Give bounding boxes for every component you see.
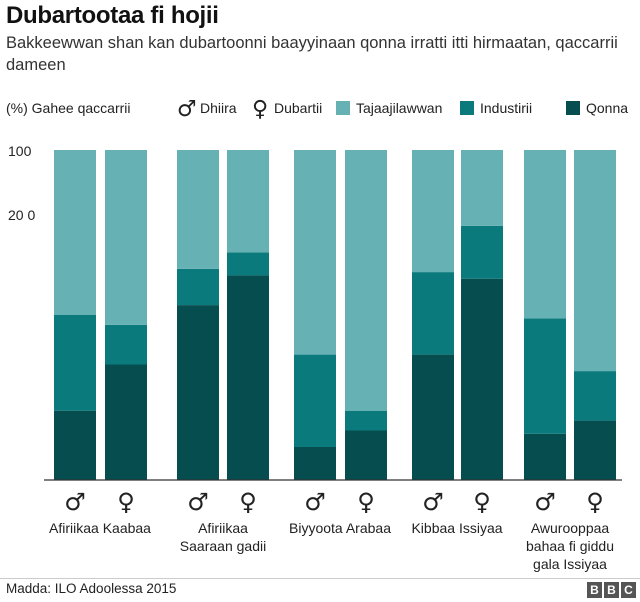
legend-label-tajaajilawwan: Tajaajilawwan	[356, 100, 442, 116]
bar-segment-qonna-female-group2	[345, 430, 387, 480]
bbc-logo-letter: C	[621, 582, 636, 598]
bar-segment-qonna-female-group0	[105, 364, 147, 480]
group-label-line: Saaraan gadii	[180, 538, 266, 554]
legend-label-qonna: Qonna	[586, 100, 628, 116]
legend-male-label: Dhiira	[200, 100, 237, 116]
group-label: Afiriikaa Kaabaa	[49, 520, 151, 536]
female-symbol-icon: ♀	[357, 488, 375, 516]
bar-segment-qonna-male-group2	[294, 447, 336, 480]
bar-segment-tajaajilawwan-male-group3	[412, 150, 454, 273]
bar-segment-qonna-female-group3	[461, 278, 503, 480]
stacked-bar-chart: (%) Gahee qaccarrii ♂ Dhiira ♀ Dubartii …	[6, 97, 628, 572]
group-label: Biyyoota Arabaa	[289, 520, 391, 536]
group-label-line: Awurooppaa	[531, 520, 610, 536]
bar-segment-industirii-female-group3	[461, 225, 503, 279]
bar-segment-tajaajilawwan-female-group1	[227, 150, 269, 253]
male-symbol-icon: ♂	[177, 97, 197, 122]
bar-segment-industirii-female-group1	[227, 252, 269, 276]
legend-label-industirii: Industirii	[480, 100, 532, 116]
legend-swatch-qonna	[566, 101, 580, 115]
bbc-logo: B B C	[587, 582, 636, 598]
source-note: Madda: ILO Adoolessa 2015	[6, 581, 177, 596]
bbc-logo-letter: B	[587, 582, 602, 598]
y-tick-label-20: 20 0	[8, 207, 35, 223]
bbc-logo-letter: B	[604, 582, 619, 598]
male-symbol-icon: ♂	[534, 488, 556, 516]
group-label-line: Afiriikaa	[198, 520, 248, 536]
group-label-line: bahaa fi giddu	[526, 538, 614, 554]
male-symbol-icon: ♂	[187, 488, 209, 516]
bar-segment-qonna-male-group0	[54, 410, 96, 480]
male-symbol-icon: ♂	[64, 488, 86, 516]
x-labels-layer: ♂ ♀ ♂ ♀ ♂ ♀ ♂ ♀ ♂ ♀ Afiriikaa Kaabaa Afiriikaa Saara…	[49, 488, 614, 572]
bar-segment-tajaajilawwan-male-group4	[524, 150, 566, 319]
male-symbol-icon: ♂	[422, 488, 444, 516]
y-tick-label-100: 100	[8, 143, 32, 159]
group-label-line: gala Issiyaa	[533, 556, 607, 572]
bar-segment-industirii-male-group3	[412, 272, 454, 355]
bar-segment-industirii-male-group2	[294, 354, 336, 447]
bar-segment-tajaajilawwan-female-group0	[105, 150, 147, 325]
bar-segment-qonna-female-group4	[574, 420, 616, 480]
female-symbol-icon: ♀	[117, 488, 135, 516]
legend-swatch-tajaajilawwan	[336, 101, 350, 115]
chart-subtitle: Bakkeewwan shan kan dubartoonni baayyina…	[6, 34, 618, 74]
bar-segment-qonna-male-group1	[177, 305, 219, 480]
bars-layer	[54, 150, 616, 480]
bar-segment-qonna-male-group4	[524, 433, 566, 480]
legend-swatch-industirii	[460, 101, 474, 115]
group-label-line: Biyyoota Arabaa	[289, 520, 391, 536]
female-symbol-icon: ♀	[473, 488, 491, 516]
bar-segment-tajaajilawwan-female-group2	[345, 150, 387, 411]
bar-segment-tajaajilawwan-female-group3	[461, 150, 503, 226]
bar-segment-tajaajilawwan-female-group4	[574, 150, 616, 372]
group-label: Afiriikaa Saaraan gadii	[180, 520, 266, 554]
bar-segment-industirii-male-group1	[177, 268, 219, 306]
bar-segment-qonna-female-group1	[227, 275, 269, 480]
legend-female-label: Dubartii	[274, 100, 322, 116]
bar-segment-qonna-male-group3	[412, 354, 454, 480]
female-symbol-icon: ♀	[586, 488, 604, 516]
bar-segment-industirii-female-group2	[345, 410, 387, 431]
male-symbol-icon: ♂	[304, 488, 326, 516]
bar-segment-industirii-male-group0	[54, 315, 96, 411]
female-symbol-icon: ♀	[239, 488, 257, 516]
y-axis-label: (%) Gahee qaccarrii	[6, 100, 131, 116]
bar-segment-industirii-female-group4	[574, 371, 616, 421]
group-label-line: Kibbaa Issiyaa	[411, 520, 502, 536]
group-label: Kibbaa Issiyaa	[411, 520, 502, 536]
bar-segment-industirii-male-group4	[524, 318, 566, 434]
footer-divider	[0, 578, 640, 579]
bar-segment-tajaajilawwan-male-group1	[177, 150, 219, 269]
bar-segment-industirii-female-group0	[105, 324, 147, 365]
bar-segment-tajaajilawwan-male-group0	[54, 150, 96, 315]
female-symbol-icon: ♀	[252, 97, 268, 122]
group-label-line: Afiriikaa Kaabaa	[49, 520, 151, 536]
bar-segment-tajaajilawwan-male-group2	[294, 150, 336, 355]
group-label: Awurooppaa bahaa fi giddu gala Issiyaa	[526, 520, 614, 572]
chart-title: Dubartootaa fi hojii	[6, 2, 219, 29]
